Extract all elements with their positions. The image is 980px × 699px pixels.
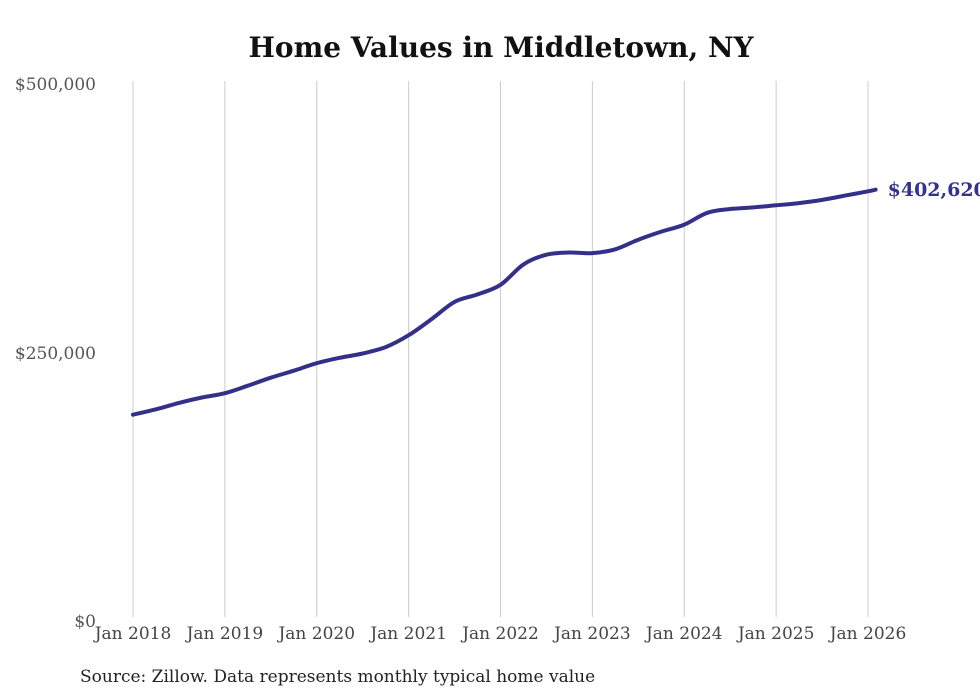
x-tick-label: Jan 2025 bbox=[737, 624, 815, 644]
chart-title: Home Values in Middletown, NY bbox=[248, 31, 754, 64]
source-note: Source: Zillow. Data represents monthly … bbox=[80, 667, 596, 687]
last-value-label: $402,620 bbox=[887, 178, 980, 201]
x-tick-label: Jan 2020 bbox=[278, 624, 356, 644]
home-value-line bbox=[131, 187, 878, 417]
x-tick-label: Jan 2026 bbox=[829, 624, 907, 644]
x-tick-label: Jan 2024 bbox=[645, 624, 723, 644]
x-tick-label: Jan 2019 bbox=[186, 624, 264, 644]
x-tick-label: Jan 2022 bbox=[462, 624, 539, 644]
x-tick-label: Jan 2021 bbox=[370, 624, 447, 644]
x-tick-label: Jan 2023 bbox=[554, 624, 631, 644]
y-tick-label: $250,000 bbox=[14, 343, 96, 364]
y-tick-label: $500,000 bbox=[14, 75, 96, 95]
y-tick-label: $0 bbox=[74, 612, 96, 632]
x-tick-label: Jan 2018 bbox=[94, 624, 172, 644]
